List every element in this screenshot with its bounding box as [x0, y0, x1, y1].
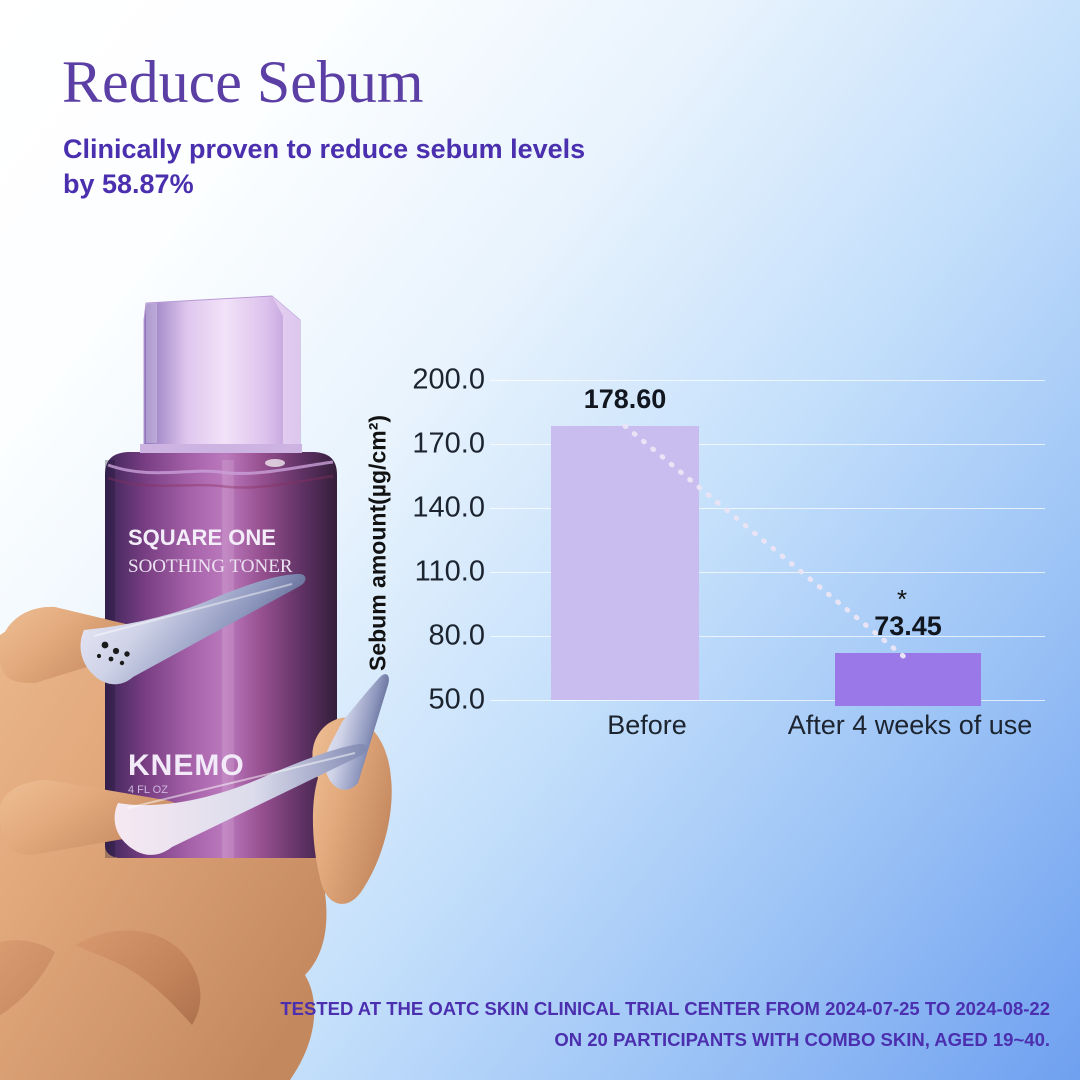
svg-text:SOOTHING TONER: SOOTHING TONER: [128, 556, 293, 577]
svg-text:SQUARE ONE: SQUARE ONE: [128, 525, 276, 550]
svg-text:4 FL OZ: 4 FL OZ: [128, 784, 168, 796]
svg-text:KNEMO: KNEMO: [128, 749, 245, 782]
